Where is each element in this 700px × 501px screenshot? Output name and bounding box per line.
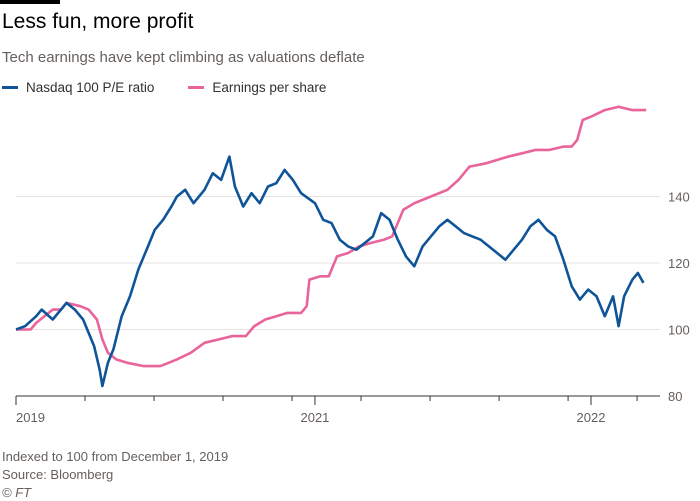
x-tick-label-2022: 2022: [577, 410, 606, 425]
brand-bar: [0, 0, 60, 4]
legend-label-eps: Earnings per share: [212, 80, 327, 95]
legend-swatch-eps: [188, 86, 205, 89]
legend-swatch-pe: [2, 86, 18, 89]
legend-item-pe: Nasdaq 100 P/E ratio: [2, 80, 154, 95]
footnote: Indexed to 100 from December 1, 2019: [2, 449, 229, 464]
x-axis: 2019 2021 2022: [15, 395, 660, 425]
x-tick-label-2021: 2021: [300, 410, 329, 425]
y-tick-label-120: 120: [668, 256, 690, 271]
legend-label-pe: Nasdaq 100 P/E ratio: [26, 80, 155, 95]
y-tick-label-140: 140: [668, 190, 690, 205]
series-line-eps: [16, 105, 647, 368]
gridlines: [16, 196, 660, 330]
chart-title: Less fun, more profit: [2, 10, 194, 33]
y-axis: 80 100 120 140: [668, 190, 690, 405]
series-lines: [15, 105, 647, 388]
legend-item-eps: Earnings per share: [188, 80, 326, 95]
source-note: Source: Bloomberg: [2, 467, 114, 482]
x-tick-label-2019: 2019: [16, 410, 45, 425]
series-line-pe: [15, 155, 645, 388]
copyright: © FT: [2, 485, 32, 500]
y-tick-label-80: 80: [668, 389, 682, 404]
chart-subtitle: Tech earnings have kept climbing as valu…: [2, 49, 365, 66]
legend: Nasdaq 100 P/E ratio Earnings per share: [2, 80, 326, 95]
y-tick-label-100: 100: [668, 323, 690, 338]
